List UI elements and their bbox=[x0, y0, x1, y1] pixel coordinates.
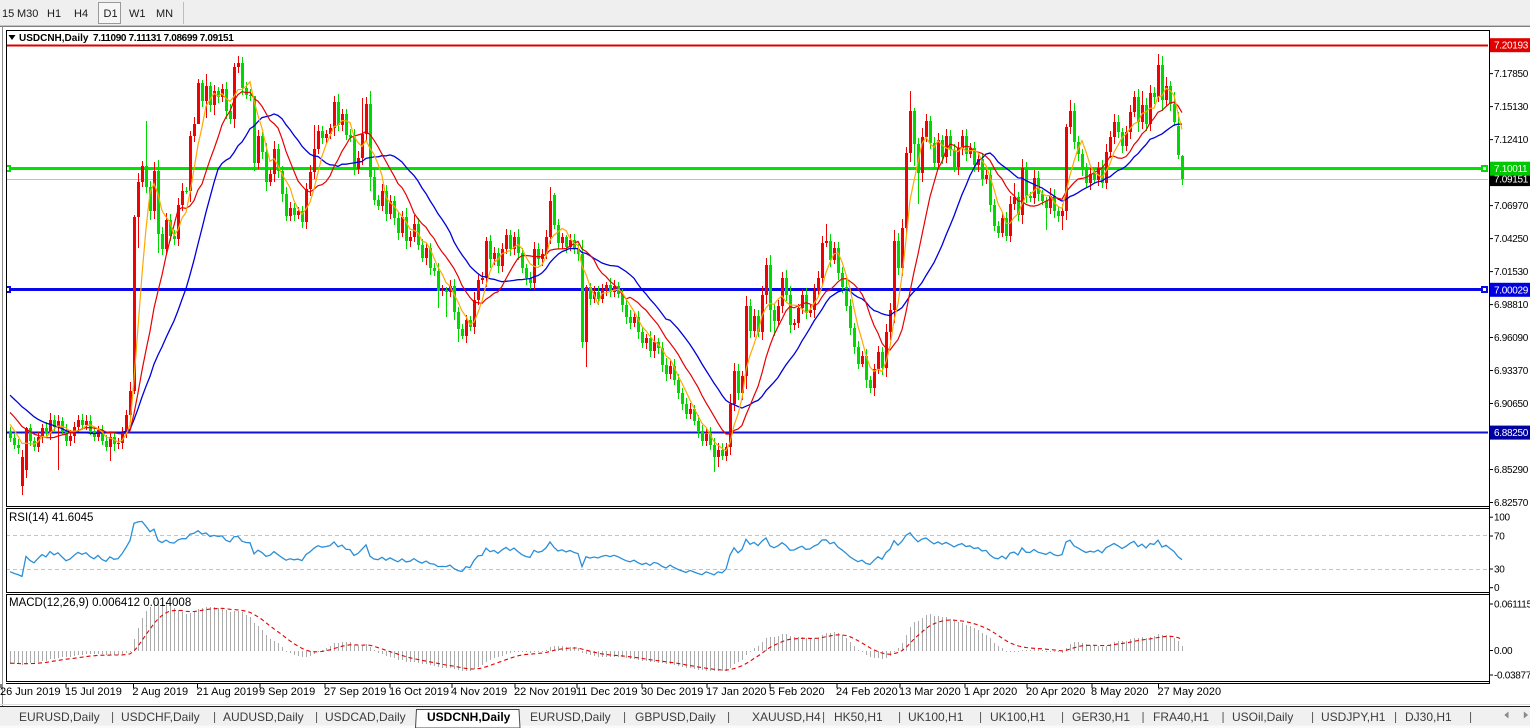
svg-text:6.90650: 6.90650 bbox=[1494, 399, 1529, 410]
svg-text:7.01530: 7.01530 bbox=[1494, 267, 1529, 278]
svg-text:6.98810: 6.98810 bbox=[1494, 300, 1529, 311]
svg-text:|: | bbox=[315, 710, 318, 724]
svg-text:|: | bbox=[979, 710, 982, 724]
svg-text:6.88250: 6.88250 bbox=[1494, 428, 1529, 439]
svg-text:GER30,H1: GER30,H1 bbox=[1072, 710, 1130, 724]
svg-text:|: | bbox=[213, 710, 216, 724]
svg-text:|: | bbox=[822, 710, 825, 724]
svg-text:5 Feb 2020: 5 Feb 2020 bbox=[769, 686, 825, 698]
svg-text:15 Jul 2019: 15 Jul 2019 bbox=[65, 686, 122, 698]
svg-text:0.00: 0.00 bbox=[1494, 646, 1513, 657]
svg-text:16 Oct 2019: 16 Oct 2019 bbox=[389, 686, 449, 698]
svg-text:22 Nov 2019: 22 Nov 2019 bbox=[514, 686, 576, 698]
svg-text:W1: W1 bbox=[129, 8, 146, 20]
svg-text:AUDUSD,Daily: AUDUSD,Daily bbox=[223, 710, 304, 724]
svg-text:D1: D1 bbox=[104, 8, 118, 20]
svg-text:RSI(14) 41.6045: RSI(14) 41.6045 bbox=[9, 512, 93, 524]
svg-text:6.93370: 6.93370 bbox=[1494, 366, 1529, 377]
svg-text:|: | bbox=[1469, 710, 1472, 724]
svg-text:|: | bbox=[898, 710, 901, 724]
svg-text:|: | bbox=[111, 710, 114, 724]
svg-text:HK50,H1: HK50,H1 bbox=[834, 710, 883, 724]
svg-text:7.10011: 7.10011 bbox=[1494, 164, 1528, 175]
svg-text:H1: H1 bbox=[47, 8, 61, 20]
svg-text:15: 15 bbox=[2, 8, 14, 20]
svg-text:26 Jun 2019: 26 Jun 2019 bbox=[0, 686, 61, 698]
svg-text:8 May 2020: 8 May 2020 bbox=[1091, 686, 1148, 698]
svg-text:|: | bbox=[727, 710, 730, 724]
svg-text:70: 70 bbox=[1494, 532, 1505, 543]
svg-text:11 Dec 2019: 11 Dec 2019 bbox=[576, 686, 638, 698]
svg-text:-0.03877: -0.03877 bbox=[1494, 671, 1530, 682]
svg-text:7.06970: 7.06970 bbox=[1494, 201, 1529, 212]
svg-text:UK100,H1: UK100,H1 bbox=[990, 710, 1046, 724]
svg-text:|: | bbox=[1142, 710, 1145, 724]
svg-text:24 Feb 2020: 24 Feb 2020 bbox=[836, 686, 898, 698]
svg-text:7.17850: 7.17850 bbox=[1494, 69, 1529, 80]
svg-text:1 Apr 2020: 1 Apr 2020 bbox=[964, 686, 1017, 698]
svg-text:MACD(12,26,9) 0.006412 0.01400: MACD(12,26,9) 0.006412 0.014008 bbox=[9, 597, 191, 609]
svg-text:7.20193: 7.20193 bbox=[1494, 41, 1529, 52]
svg-text:2 Aug 2019: 2 Aug 2019 bbox=[132, 686, 188, 698]
svg-text:27 Sep 2019: 27 Sep 2019 bbox=[324, 686, 386, 698]
svg-text:0.061115: 0.061115 bbox=[1494, 600, 1530, 611]
svg-text:USOil,Daily: USOil,Daily bbox=[1232, 710, 1293, 724]
svg-text:0: 0 bbox=[1494, 583, 1500, 594]
svg-text:17 Jan 2020: 17 Jan 2020 bbox=[706, 686, 767, 698]
svg-text:|: | bbox=[1222, 710, 1225, 724]
svg-text:FRA40,H1: FRA40,H1 bbox=[1153, 710, 1209, 724]
svg-text:7.11090 7.11131 7.08699 7.0915: 7.11090 7.11131 7.08699 7.09151 bbox=[93, 33, 234, 44]
svg-text:|: | bbox=[623, 710, 626, 724]
svg-text:100: 100 bbox=[1494, 513, 1511, 524]
svg-text:|: | bbox=[1061, 710, 1064, 724]
svg-text:GBPUSD,Daily: GBPUSD,Daily bbox=[635, 710, 716, 724]
svg-text:USDJPY,H1: USDJPY,H1 bbox=[1321, 710, 1386, 724]
svg-text:MN: MN bbox=[156, 8, 173, 20]
svg-text:7.15130: 7.15130 bbox=[1494, 102, 1529, 113]
svg-text:6.82570: 6.82570 bbox=[1494, 498, 1529, 509]
svg-text:EURUSD,Daily: EURUSD,Daily bbox=[19, 710, 100, 724]
svg-text:6.96090: 6.96090 bbox=[1494, 333, 1529, 344]
svg-text:6.85290: 6.85290 bbox=[1494, 465, 1529, 476]
svg-text:USDCNH,Daily: USDCNH,Daily bbox=[427, 710, 511, 724]
svg-text:30 Dec 2019: 30 Dec 2019 bbox=[641, 686, 703, 698]
svg-text:|: | bbox=[1394, 710, 1397, 724]
svg-text:7.04250: 7.04250 bbox=[1494, 234, 1529, 245]
svg-text:7.09151: 7.09151 bbox=[1494, 175, 1529, 186]
svg-text:13 Mar 2020: 13 Mar 2020 bbox=[899, 686, 961, 698]
svg-text:27 May 2020: 27 May 2020 bbox=[1158, 686, 1222, 698]
svg-text:|: | bbox=[1311, 710, 1314, 724]
svg-text:20 Apr 2020: 20 Apr 2020 bbox=[1026, 686, 1085, 698]
svg-text:M30: M30 bbox=[17, 8, 38, 20]
svg-text:4 Nov 2019: 4 Nov 2019 bbox=[451, 686, 507, 698]
svg-text:EURUSD,Daily: EURUSD,Daily bbox=[530, 710, 611, 724]
svg-text:9 Sep 2019: 9 Sep 2019 bbox=[259, 686, 315, 698]
svg-text:30: 30 bbox=[1494, 565, 1505, 576]
svg-text:UK100,H1: UK100,H1 bbox=[908, 710, 964, 724]
svg-text:USDCNH,Daily: USDCNH,Daily bbox=[19, 33, 89, 44]
svg-text:USDCHF,Daily: USDCHF,Daily bbox=[121, 710, 200, 724]
svg-text:XAUUSD,H4: XAUUSD,H4 bbox=[752, 710, 821, 724]
svg-text:7.12410: 7.12410 bbox=[1494, 135, 1529, 146]
svg-text:7.00029: 7.00029 bbox=[1494, 285, 1529, 296]
svg-text:H4: H4 bbox=[74, 8, 88, 20]
svg-text:21 Aug 2019: 21 Aug 2019 bbox=[197, 686, 259, 698]
svg-text:USDCAD,Daily: USDCAD,Daily bbox=[325, 710, 406, 724]
svg-text:DJ30,H1: DJ30,H1 bbox=[1405, 710, 1452, 724]
